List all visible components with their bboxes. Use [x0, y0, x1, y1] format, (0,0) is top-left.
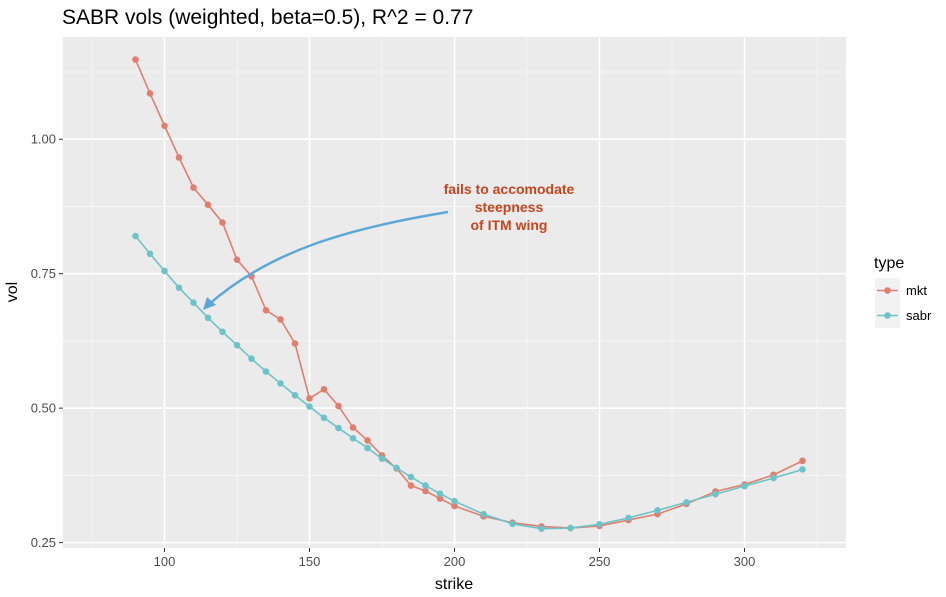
data-point-mkt: [219, 219, 226, 226]
data-point-mkt: [349, 424, 357, 431]
data-point-mkt: [407, 482, 415, 489]
data-point-mkt: [190, 184, 197, 191]
legend-item-mkt: mkt: [875, 278, 927, 303]
data-point-mkt: [161, 122, 168, 130]
y-axis: 0.25 0.50 0.75 1.00: [31, 132, 63, 550]
x-tick-label: 150: [299, 554, 321, 569]
y-axis-title: vol: [4, 282, 21, 302]
data-point-sabr: [161, 267, 168, 275]
annotation-arrow: [206, 210, 449, 307]
legend-item-sabr: sabr: [875, 303, 932, 328]
data-point-sabr: [538, 525, 545, 532]
data-point-mkt: [364, 437, 371, 444]
annotation-line: fails to accomodate: [444, 181, 575, 197]
data-point-sabr: [596, 521, 603, 528]
data-point-sabr: [480, 510, 487, 518]
data-point-sabr: [436, 490, 444, 497]
data-point-mkt: [320, 386, 328, 393]
y-tick-label: 1.00: [31, 132, 56, 147]
data-point-sabr: [422, 482, 429, 489]
legend: type mkt sabr: [874, 255, 932, 328]
data-point-sabr: [378, 455, 386, 463]
data-point-sabr: [509, 520, 516, 528]
data-point-sabr: [335, 424, 342, 432]
data-point-sabr: [306, 403, 313, 410]
data-point-sabr: [654, 507, 661, 514]
series-layer: [132, 56, 806, 532]
annotation-line: steepness: [475, 199, 544, 215]
data-point-mkt: [422, 487, 429, 495]
data-point-mkt: [233, 256, 241, 263]
data-point-sabr: [262, 368, 270, 375]
annotation-arrowhead: [203, 297, 216, 310]
chart-title: SABR vols (weighted, beta=0.5), R^2 = 0.…: [62, 6, 473, 29]
data-point-sabr: [146, 250, 154, 258]
x-tick-label: 250: [589, 554, 611, 569]
x-tick-label: 300: [734, 554, 756, 569]
data-point-sabr: [248, 355, 255, 362]
data-point-mkt: [291, 340, 299, 347]
data-point-mkt: [277, 316, 284, 323]
data-point-mkt: [204, 201, 212, 209]
data-point-sabr: [364, 444, 371, 452]
data-point-mkt: [175, 154, 183, 161]
data-point-sabr: [190, 299, 197, 307]
annotation: fails to accomodate steepness of ITM win…: [203, 181, 575, 310]
data-point-mkt: [132, 56, 139, 63]
series-sabr: [132, 232, 806, 532]
data-point-mkt: [335, 402, 342, 410]
x-tick-label: 200: [444, 554, 466, 569]
data-point-sabr: [567, 524, 574, 532]
legend-key-point: [884, 287, 891, 294]
y-tick-label: 0.50: [31, 401, 56, 416]
data-point-mkt: [799, 457, 806, 465]
legend-key-point: [884, 312, 891, 319]
data-point-sabr: [277, 380, 284, 387]
y-tick-label: 0.25: [31, 535, 56, 550]
data-point-mkt: [436, 495, 444, 502]
data-point-sabr: [683, 498, 690, 506]
data-point-sabr: [175, 284, 183, 291]
annotation-line: of ITM wing: [471, 217, 548, 233]
data-point-sabr: [625, 514, 632, 522]
data-point-mkt: [146, 90, 154, 97]
data-point-mkt: [451, 502, 458, 510]
data-point-mkt: [262, 306, 270, 314]
legend-items: mkt sabr: [875, 278, 932, 328]
data-point-sabr: [393, 464, 400, 472]
data-point-sabr: [132, 232, 139, 240]
x-axis: 100 150 200 250 300: [154, 548, 756, 569]
x-tick-label: 100: [154, 554, 176, 569]
data-point-mkt: [306, 395, 313, 402]
data-point-sabr: [233, 341, 241, 349]
data-point-sabr: [204, 314, 212, 322]
data-point-sabr: [770, 474, 777, 482]
data-point-sabr: [799, 466, 806, 473]
data-point-sabr: [407, 473, 415, 481]
legend-title: type: [874, 255, 904, 272]
grid-major: [63, 37, 846, 548]
data-point-sabr: [219, 328, 226, 336]
series-mkt: [132, 56, 806, 532]
data-point-sabr: [291, 391, 299, 399]
y-tick-label: 0.75: [31, 266, 56, 281]
data-point-sabr: [712, 490, 719, 498]
legend-label: sabr: [906, 308, 932, 323]
data-point-sabr: [741, 482, 748, 490]
legend-label: mkt: [906, 283, 927, 298]
data-point-sabr: [451, 497, 458, 505]
data-point-sabr: [349, 434, 357, 442]
x-axis-title: strike: [435, 576, 473, 593]
data-point-sabr: [320, 414, 328, 422]
